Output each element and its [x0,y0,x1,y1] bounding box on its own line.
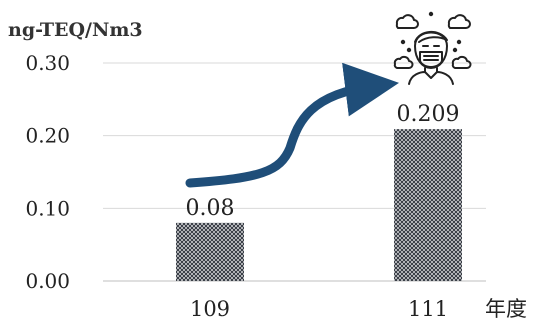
y-tick-label: 0.30 [25,51,70,75]
bar [176,222,244,281]
y-tick-label: 0.00 [25,269,70,293]
x-axis-label: 年度 [485,297,527,321]
data-label: 0.08 [186,196,235,221]
bar [394,129,462,281]
x-tick-label: 109 [190,297,230,321]
increase-arrow [185,62,400,188]
x-tick-label: 111 [408,297,448,321]
y-tick-labels: 0.00 0.10 0.20 0.30 [25,51,70,293]
x-tick-labels: 109 111 [190,297,448,321]
y-axis-unit-label: ng-TEQ/Nm3 [8,19,143,41]
data-labels: 0.08 0.209 [186,102,460,221]
person-with-mask-in-smog-icon [393,11,472,85]
data-label: 0.209 [397,102,460,127]
y-tick-label: 0.20 [25,124,70,148]
bars [176,129,462,281]
y-tick-label: 0.10 [25,196,70,220]
